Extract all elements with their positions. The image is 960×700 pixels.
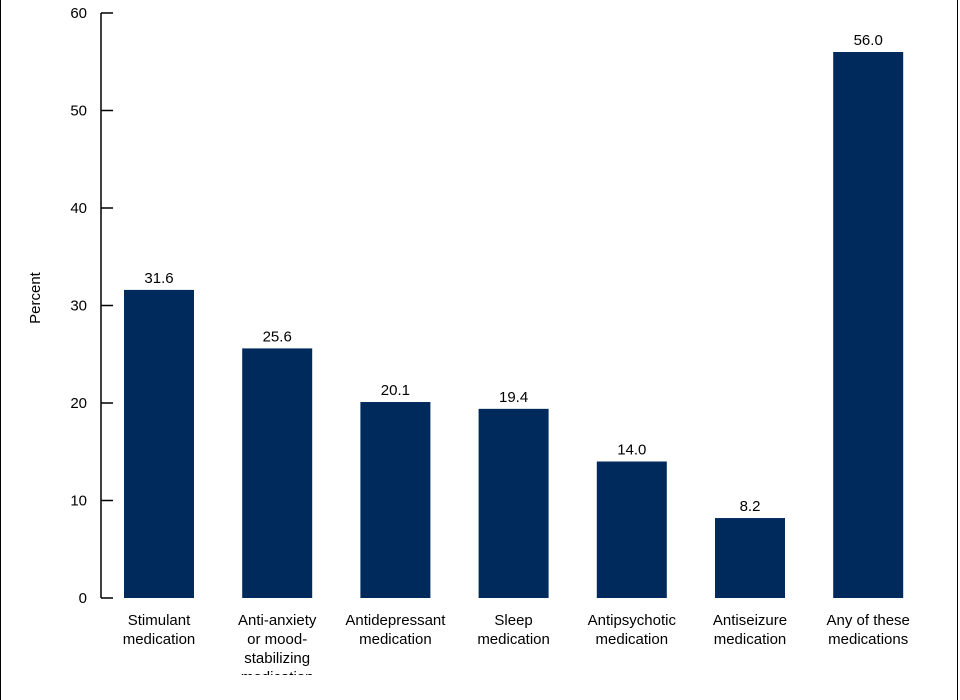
x-category-label: Any of these medications [827,612,910,648]
bar-value-label: 14.0 [617,442,646,459]
bar [242,348,313,598]
y-tick-label: 60 [70,5,87,22]
x-category-label: Antiseizure medication [713,612,787,648]
bar [833,52,904,598]
bar [478,408,549,598]
y-axis-title: Percent [27,271,44,324]
bar-value-label: 25.6 [263,328,292,345]
x-category-label: Stimulant medication [123,612,196,648]
y-axis: 0 10 20 30 40 50 60 [70,5,113,607]
bar-value-label: 8.2 [740,498,761,515]
bar [715,518,785,598]
bars [124,52,904,598]
bar [124,289,194,598]
y-tick-label: 20 [70,395,87,412]
bar [360,402,431,598]
x-category-label: Antidepressant medication [345,612,446,648]
bar-value-label: 31.6 [144,270,173,287]
bar [596,461,667,598]
y-tick-label: 30 [70,298,87,315]
bar-value-label: 20.1 [381,382,410,399]
bar-value-label: 19.4 [499,389,528,406]
bar-chart: 0 10 20 30 40 50 60 31.6 25.6 20.1 19.4 14.0 8.2 56.… [27,5,910,675]
bar-value-label: 56.0 [854,32,883,49]
value-labels: 31.6 25.6 20.1 19.4 14.0 8.2 56.0 [144,32,882,515]
y-tick-label: 50 [70,103,87,120]
y-tick-label: 40 [70,200,87,217]
x-axis-labels: Stimulant medication Anti-anxiety or mood-s… [123,612,910,675]
y-tick-label: 10 [70,493,87,510]
x-category-label: Sleep medication [477,612,550,648]
y-tick-label: 0 [79,590,87,607]
x-category-label: Antipsychotic medication [588,612,677,648]
